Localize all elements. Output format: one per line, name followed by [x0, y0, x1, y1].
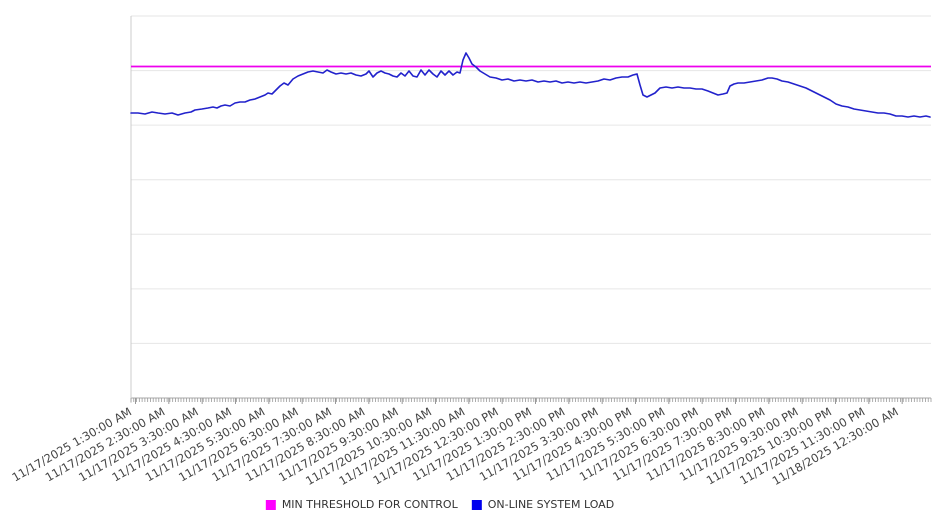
load-series-line	[130, 52, 931, 118]
legend-swatch-icon	[265, 499, 276, 510]
x-axis-minor-ticks	[130, 398, 932, 402]
gridlines	[131, 15, 931, 399]
legend-swatch-icon	[471, 499, 482, 510]
legend-label: MIN THRESHOLD FOR CONTROL	[281, 498, 458, 511]
legend-entry: ON-LINE SYSTEM LOAD	[471, 498, 615, 511]
chart-legend: MIN THRESHOLD FOR CONTROL ON-LINE SYSTEM …	[265, 498, 615, 511]
legend-label: ON-LINE SYSTEM LOAD	[487, 498, 615, 511]
legend-entry: MIN THRESHOLD FOR CONTROL	[265, 498, 458, 511]
